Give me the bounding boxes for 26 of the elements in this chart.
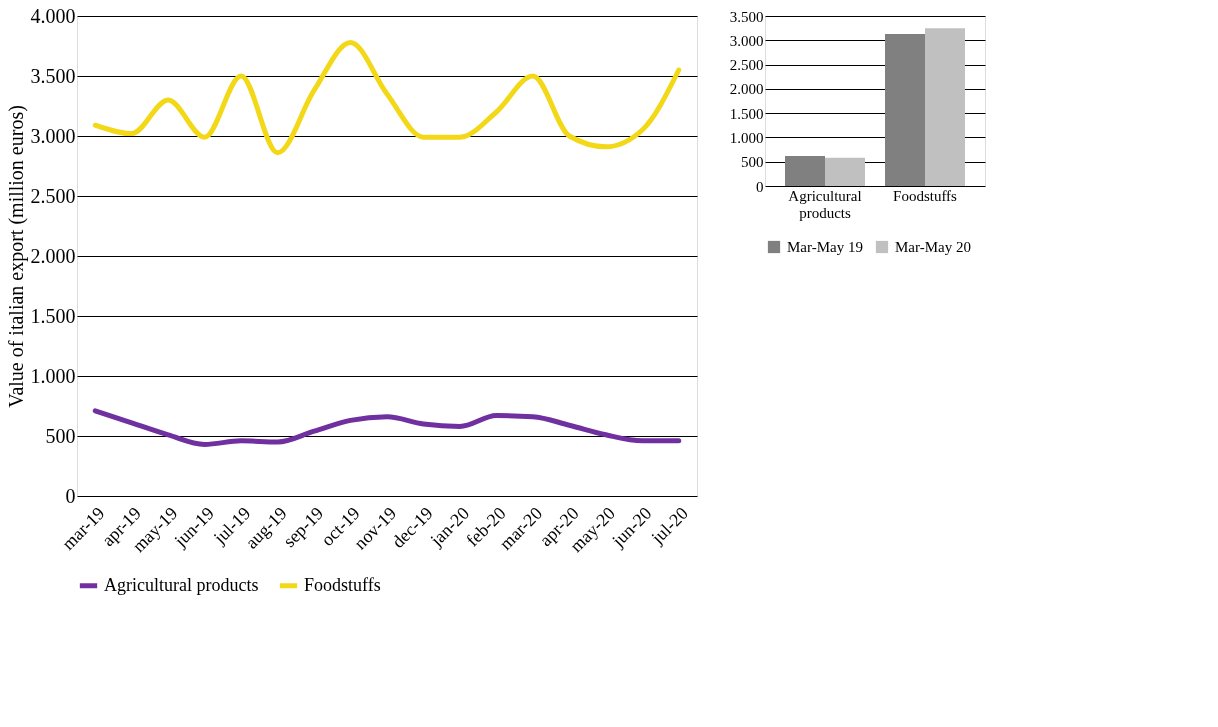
bar (785, 155, 825, 186)
y-tick-label: 500 (45, 424, 76, 447)
legend-label: Mar-May 19 (787, 239, 863, 255)
legend-label: Mar-May 20 (895, 239, 971, 255)
y-tick-label: 3.000 (729, 32, 764, 49)
y-tick-label: 0 (65, 484, 76, 507)
y-tick-label: 2.000 (30, 244, 76, 267)
y-tick-label: 0 (756, 178, 764, 195)
y-tick-label: 2.500 (729, 57, 764, 74)
y-tick-label: 3.500 (30, 64, 76, 87)
y-tick-label: 2.500 (30, 184, 76, 207)
y-tick-label: 3.500 (729, 8, 764, 25)
legend-label: Agricultural products (104, 574, 259, 595)
y-tick-label: 1.000 (729, 129, 764, 146)
y-tick-label: 1.500 (729, 105, 764, 122)
y-tick-label: 4.000 (30, 4, 76, 27)
y-tick-label: 3.000 (30, 124, 76, 147)
bar (925, 28, 965, 186)
y-axis-title: Value of italian export (million euros) (4, 105, 28, 408)
y-tick-label: 1.500 (30, 304, 76, 327)
bar (825, 157, 865, 186)
y-tick-label: 1.000 (30, 364, 76, 387)
legend-label: Foodstuffs (304, 574, 381, 595)
bar (885, 33, 925, 186)
y-tick-label: 2.000 (729, 81, 764, 98)
y-tick-label: 500 (741, 154, 764, 171)
